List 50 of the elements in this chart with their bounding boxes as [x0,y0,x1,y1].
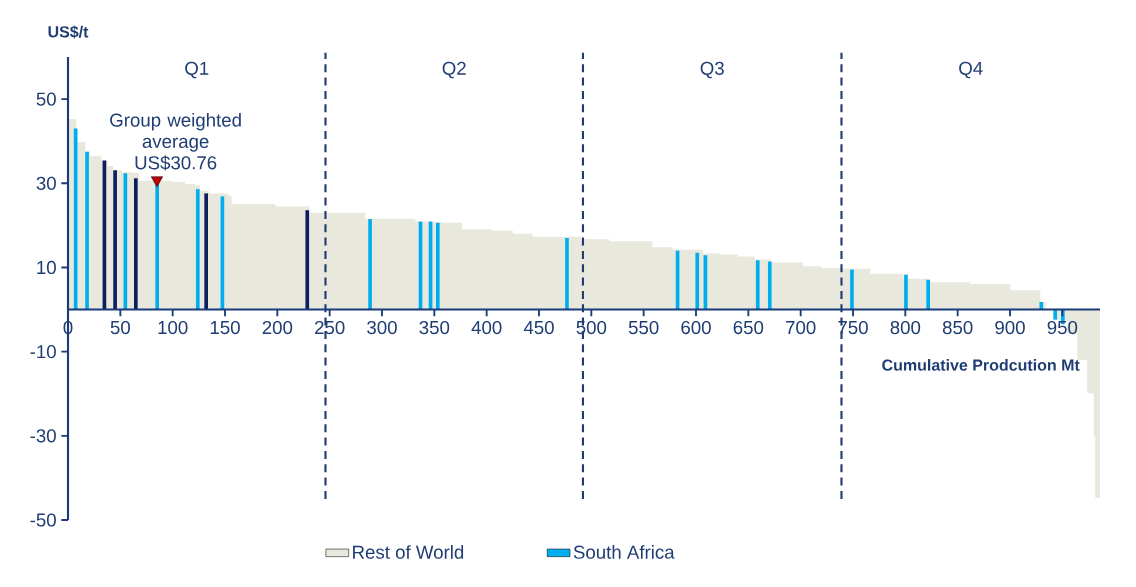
x-tick-label: 600 [681,320,711,335]
annotation: Q4 [959,61,983,79]
y-tick-label: 50 [36,92,56,106]
x-tick-label: 950 [1047,320,1078,335]
x-tick-label: 750 [838,320,868,335]
bar [155,182,160,310]
x-tick-label: 300 [367,320,397,335]
bar [113,170,117,310]
x-tick-label: 50 [110,320,130,335]
x-tick-label: 850 [942,320,973,335]
x-tick-label: 100 [158,320,188,335]
bar [435,222,440,310]
x-tick-label: 350 [419,320,450,335]
legend-label: Rest of World [353,545,464,559]
bar [926,279,930,310]
bar [565,238,569,310]
bar [767,261,772,310]
legend-label: South Africa [573,545,675,559]
x-tick-label: 150 [210,320,240,335]
y-tick-label: -50 [30,513,56,527]
bar [850,269,854,310]
y-tick-label: -10 [30,345,56,359]
series-label: Group weighted average US$30.76 [110,112,241,171]
x-axis-title: Cumulative Prodcution Mt [882,359,1080,371]
annotation: Q3 [700,61,724,79]
annotation: Q2 [442,61,466,79]
bar [134,178,138,310]
bar [904,274,908,310]
x-tick-label: 400 [471,320,502,335]
x-tick-label: 650 [733,320,764,335]
y-tick-label: -30 [30,429,56,443]
bar [368,219,372,310]
bar [204,193,208,310]
y-tick-label: 10 [37,260,56,275]
bar [195,189,200,310]
x-tick-label: 900 [995,320,1025,335]
bar [755,260,760,310]
bar [305,210,310,310]
bar [1053,309,1058,320]
x-tick-label: 800 [890,320,921,335]
x-tick-label: 250 [315,320,345,335]
bar [695,252,700,310]
x-tick-label: 200 [262,320,293,335]
y-tick-label: 30 [36,176,56,190]
x-tick-label: 700 [786,320,816,335]
bar [85,151,89,310]
y-axis-title: US$/t [48,25,89,39]
annotation: Q1 [185,61,209,79]
x-tick-label: 450 [523,320,554,335]
x-tick-label: 550 [628,320,659,335]
